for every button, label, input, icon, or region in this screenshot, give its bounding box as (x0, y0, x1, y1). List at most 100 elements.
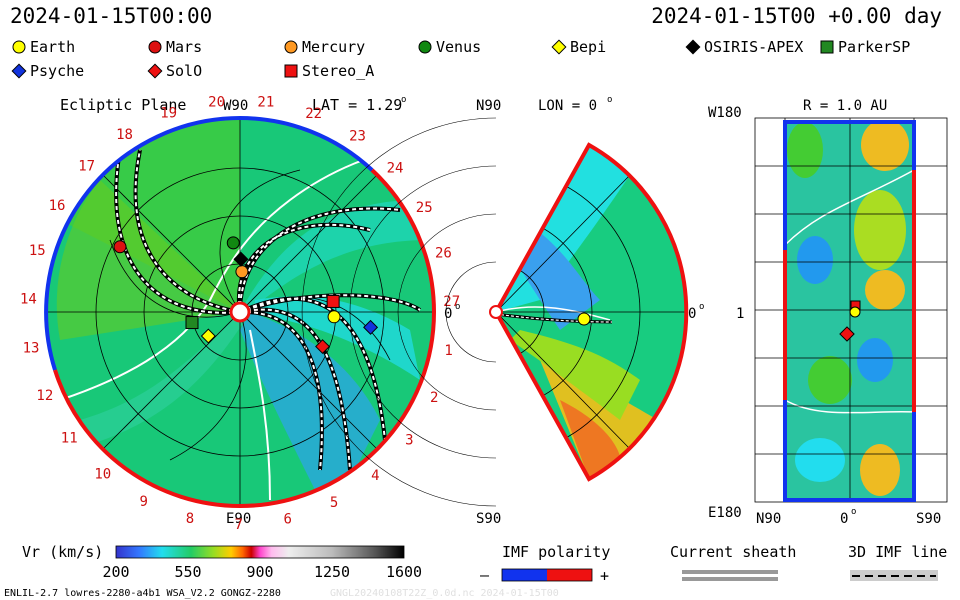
meridional-top-label: N90 (476, 98, 501, 114)
ecliptic-bodies (113, 236, 379, 355)
legend-marker-parkersp (820, 40, 834, 54)
carrington-tick-20: 20 (208, 94, 225, 110)
lat-label: LAT = 1.29 (312, 96, 402, 114)
body-legend: Earth Mars Mercury Venus Bepi OSIRIS-APEX Park… (11, 38, 910, 80)
legend-label-mars: Mars (166, 38, 202, 56)
legend-label-bepi: Bepi (570, 38, 606, 56)
ecliptic-title: Ecliptic Plane (60, 96, 186, 114)
ecliptic-marker-mercury (235, 265, 249, 279)
carrington-tick-17: 17 (78, 159, 95, 175)
carrington-tick-26: 26 (435, 245, 452, 261)
legend-marker-solo (147, 63, 163, 79)
colorbar (115, 545, 405, 559)
lat-degree: o (401, 95, 406, 105)
carrington-tick-24: 24 (387, 160, 404, 176)
carrington-tick-18: 18 (116, 127, 133, 143)
imf-plus: + (600, 567, 609, 585)
map-top-left: W180 (708, 105, 742, 121)
legend-marker-earth (12, 40, 26, 54)
carrington-tick-11: 11 (61, 431, 78, 447)
colorbar-tick-550: 550 (174, 563, 201, 581)
map-mid-left: 1 (736, 306, 744, 322)
imf-polarity-legend: IMF polarity – + (480, 543, 610, 585)
model-footer: ENLIL-2.7 lowres-2280-a4b1 WSA_V2.2 GONG… (4, 588, 281, 599)
carrington-tick-27: 27 (443, 294, 460, 310)
legend-marker-psyche (11, 63, 27, 79)
meridional-right-label: 0 (688, 306, 696, 322)
ecliptic-marker-psyche (363, 319, 379, 335)
legend-label-solo: SolO (166, 62, 202, 80)
carrington-tick-12: 12 (36, 388, 53, 404)
imf-line-title: 3D IMF line (848, 543, 947, 561)
carrington-tick-13: 13 (23, 341, 40, 357)
imf-minus: – (480, 566, 490, 584)
legend-label-mercury: Mercury (302, 38, 365, 56)
lon-label: LON = 0 (538, 98, 597, 114)
legend-marker-bepi (551, 39, 567, 55)
ecliptic-marker-solo (315, 339, 331, 355)
ecliptic-marker-venus (226, 236, 240, 250)
carrington-tick-16: 16 (49, 198, 66, 214)
map-solo-marker (839, 326, 855, 342)
meridional-bottom-label: S90 (476, 511, 501, 527)
offset-time-label: 2024-01-15T00 +0.00 day (651, 4, 942, 28)
legend-label-stereo-a: Stereo_A (302, 62, 374, 80)
colorbar-tick-1250: 1250 (314, 563, 350, 581)
current-sheath-legend: Current sheath (670, 543, 796, 581)
sun-marker (229, 301, 251, 323)
watermark: GNGL20240108T22Z_0.0d.nc 2024-01-15T00 (330, 588, 559, 599)
carrington-tick-2: 2 (430, 390, 438, 406)
colorbar-section: Vr (km/s) 200 550 900 1250 1600 (22, 543, 422, 581)
carrington-tick-7: 7 (235, 517, 243, 533)
legend-marker-mercury (284, 40, 298, 54)
map-x-degree: o (851, 507, 856, 517)
ecliptic-right-label: 0 (444, 306, 452, 322)
map-x-label-s90: S90 (916, 511, 941, 527)
legend-marker-venus (418, 40, 432, 54)
meridional-right-degree: o (699, 302, 704, 312)
map-panel: R = 1.0 AU W180 E180 1 (708, 98, 948, 527)
lon-degree: o (607, 95, 612, 105)
datetime-label: 2024-01-15T00:00 (10, 4, 213, 28)
meridional-earth-marker (577, 312, 591, 326)
ecliptic-top-label: W90 (223, 98, 248, 114)
carrington-tick-15: 15 (29, 243, 46, 259)
ecliptic-panel: Ecliptic Plane LAT = 1.29 o (20, 94, 460, 533)
legend-label-venus: Venus (436, 38, 481, 56)
ecliptic-marker-osiris-apex (233, 251, 249, 267)
imf-line-legend: 3D IMF line (848, 543, 947, 581)
legend-label-psyche: Psyche (30, 62, 84, 80)
map-x-label-zero: 0 (840, 511, 848, 527)
colorbar-tick-1600: 1600 (386, 563, 422, 581)
carrington-tick-25: 25 (416, 200, 433, 216)
carrington-tick-1: 1 (444, 343, 452, 359)
map-earth-marker (849, 306, 861, 318)
ecliptic-marker-earth (327, 310, 341, 324)
map-bottom-left: E180 (708, 505, 742, 521)
carrington-tick-8: 8 (186, 511, 194, 527)
ecliptic-right-degree: o (455, 302, 460, 312)
colorbar-ticks: 200 550 900 1250 1600 (102, 563, 422, 581)
legend-marker-osiris-apex (685, 39, 701, 55)
legend-marker-stereo-a (284, 64, 298, 78)
legend-label-parkersp: ParkerSP (838, 38, 910, 56)
carrington-tick-21: 21 (257, 95, 274, 111)
legend-label-earth: Earth (30, 38, 75, 56)
carrington-tick-4: 4 (371, 468, 379, 484)
map-x-label-n90: N90 (756, 511, 781, 527)
carrington-tick-9: 9 (140, 494, 148, 510)
ecliptic-bottom-label: E90 (226, 511, 251, 527)
ecliptic-marker-mars (113, 240, 127, 254)
imf-title: IMF polarity (502, 543, 610, 561)
colorbar-label: Vr (km/s) (22, 543, 103, 561)
current-sheath-title: Current sheath (670, 543, 796, 561)
map-title: R = 1.0 AU (803, 98, 887, 114)
ecliptic-marker-stereo-a (326, 294, 340, 308)
carrington-tick-3: 3 (405, 433, 413, 449)
colorbar-tick-200: 200 (102, 563, 129, 581)
carrington-tick-6: 6 (283, 512, 291, 528)
carrington-tick-23: 23 (349, 129, 366, 145)
carrington-tick-19: 19 (160, 105, 177, 121)
